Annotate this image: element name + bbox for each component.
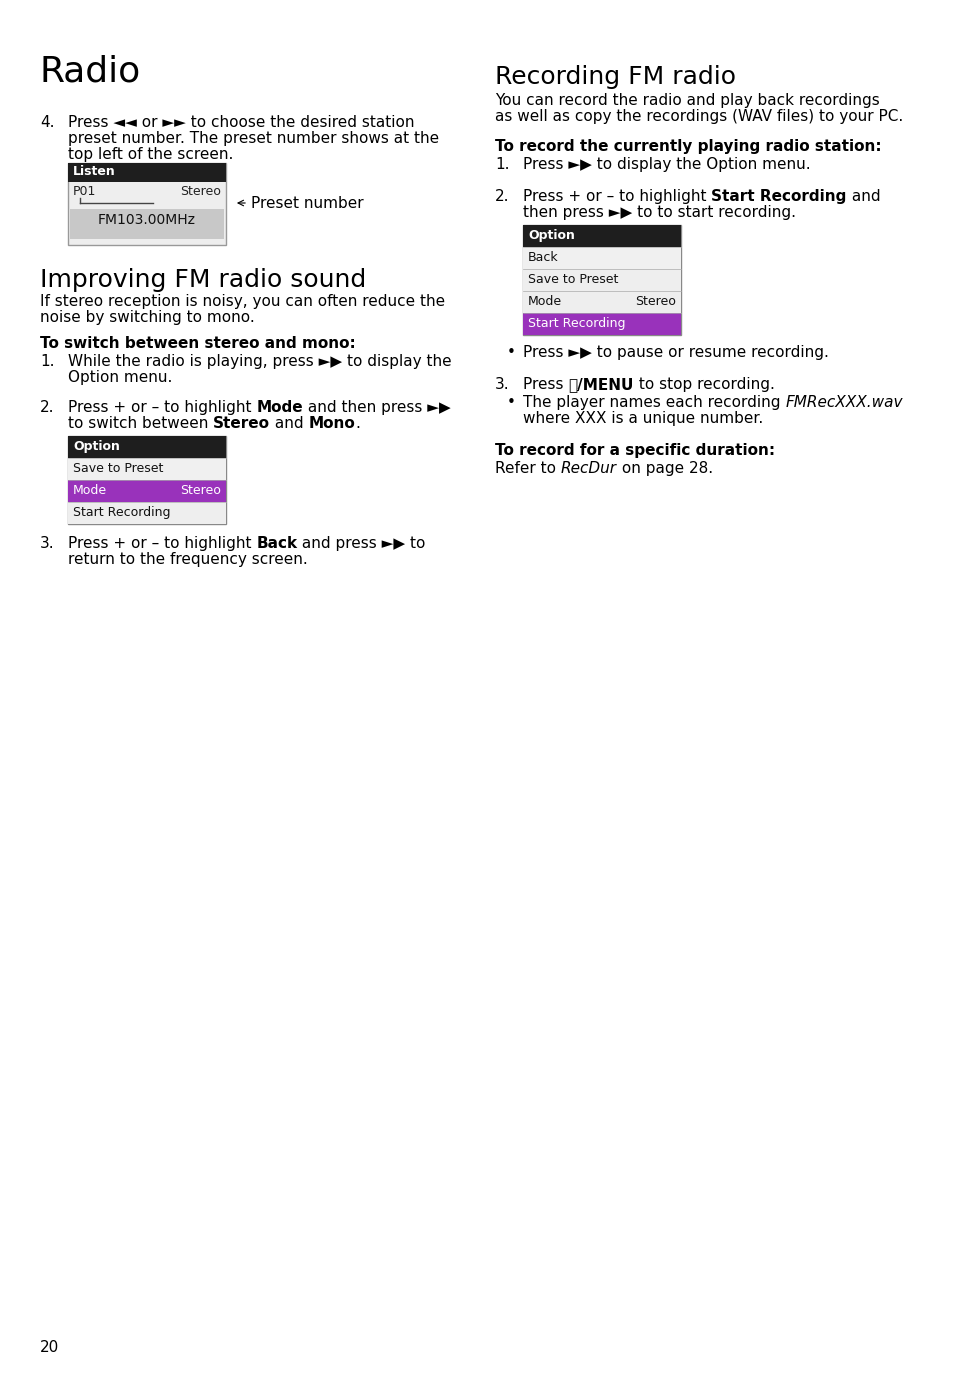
Text: Refer to: Refer to [495, 462, 560, 475]
Text: To record for a specific duration:: To record for a specific duration: [495, 442, 774, 458]
Text: You can record the radio and play back recordings: You can record the radio and play back r… [495, 93, 879, 109]
Text: While the radio is playing, press ►▶ to display the: While the radio is playing, press ►▶ to … [68, 354, 451, 370]
Text: Option: Option [527, 229, 575, 242]
Text: Radio: Radio [40, 55, 141, 89]
Text: Press ►▶ to display the Option menu.: Press ►▶ to display the Option menu. [522, 157, 810, 172]
Text: Option: Option [73, 440, 120, 453]
Text: Mono: Mono [309, 416, 355, 431]
Bar [68, 436, 226, 458]
Text: Press: Press [522, 376, 568, 392]
Bar [522, 225, 680, 335]
Text: and: and [846, 190, 880, 203]
Text: If stereo reception is noisy, you can often reduce the: If stereo reception is noisy, you can of… [40, 294, 445, 309]
Text: then press ►▶ to to start recording.: then press ►▶ to to start recording. [522, 205, 795, 220]
Text: Save to Preset: Save to Preset [73, 462, 163, 475]
Text: •: • [506, 394, 516, 409]
Text: Press ◄◄ or ►► to choose the desired station: Press ◄◄ or ►► to choose the desired sta… [68, 115, 414, 131]
Text: 2.: 2. [495, 190, 509, 203]
Text: The player names each recording: The player names each recording [522, 394, 784, 409]
Text: Back: Back [527, 251, 558, 264]
Text: 2.: 2. [40, 400, 54, 415]
Bar [522, 225, 680, 247]
Text: to switch between: to switch between [68, 416, 213, 431]
Text: Press + or – to highlight: Press + or – to highlight [68, 400, 256, 415]
Text: Stereo: Stereo [213, 416, 270, 431]
Text: 1.: 1. [40, 354, 54, 370]
Bar [68, 480, 226, 502]
Text: Save to Preset: Save to Preset [527, 273, 618, 286]
Text: noise by switching to mono.: noise by switching to mono. [40, 311, 254, 326]
Text: Preset number: Preset number [251, 195, 363, 210]
Text: and: and [270, 416, 309, 431]
Text: Start Recording: Start Recording [711, 190, 846, 203]
Bar [522, 291, 680, 313]
Bar [68, 502, 226, 523]
Text: preset number. The preset number shows at the: preset number. The preset number shows a… [68, 131, 438, 146]
Bar [522, 269, 680, 291]
Text: return to the frequency screen.: return to the frequency screen. [68, 552, 308, 567]
Text: Mode: Mode [256, 400, 303, 415]
Text: 20: 20 [40, 1340, 59, 1355]
Text: and press ►▶ to: and press ►▶ to [297, 536, 425, 551]
Bar [522, 313, 680, 335]
Text: Start Recording: Start Recording [527, 317, 625, 330]
Text: Stereo: Stereo [180, 484, 221, 497]
Text: FM103.00MHz: FM103.00MHz [98, 213, 195, 227]
Text: 1.: 1. [495, 157, 509, 172]
Text: Press + or – to highlight: Press + or – to highlight [522, 190, 711, 203]
Text: Mode: Mode [73, 484, 107, 497]
Text: 4.: 4. [40, 115, 54, 131]
Text: Mode: Mode [527, 295, 561, 308]
Text: to stop recording.: to stop recording. [633, 376, 774, 392]
Text: 3.: 3. [495, 376, 509, 392]
Text: Listen: Listen [73, 165, 115, 179]
Text: •: • [506, 345, 516, 360]
Text: where XXX is a unique number.: where XXX is a unique number. [522, 411, 762, 426]
Bar [522, 247, 680, 269]
Text: P01: P01 [73, 185, 96, 198]
Text: Start Recording: Start Recording [73, 506, 171, 519]
Text: Press + or – to highlight: Press + or – to highlight [68, 536, 256, 551]
Text: on page 28.: on page 28. [617, 462, 712, 475]
Text: RecDur: RecDur [560, 462, 617, 475]
Text: .: . [355, 416, 360, 431]
Text: Recording FM radio: Recording FM radio [495, 65, 735, 89]
Text: Press ►▶ to pause or resume recording.: Press ►▶ to pause or resume recording. [522, 345, 828, 360]
Bar [68, 436, 226, 523]
Text: Stereo: Stereo [635, 295, 676, 308]
Text: To record the currently playing radio station:: To record the currently playing radio st… [495, 139, 881, 154]
Bar [68, 164, 226, 181]
Bar [68, 458, 226, 480]
Text: ⏻/MENU: ⏻/MENU [568, 376, 633, 392]
Text: Stereo: Stereo [180, 185, 221, 198]
Text: 3.: 3. [40, 536, 54, 551]
Text: Back: Back [256, 536, 297, 551]
Text: FMRecXXX.wav: FMRecXXX.wav [784, 394, 902, 409]
Text: top left of the screen.: top left of the screen. [68, 147, 233, 162]
Text: and then press ►▶: and then press ►▶ [303, 400, 450, 415]
Text: Option menu.: Option menu. [68, 370, 172, 385]
Text: as well as copy the recordings (WAV files) to your PC.: as well as copy the recordings (WAV file… [495, 109, 902, 124]
Text: Improving FM radio sound: Improving FM radio sound [40, 268, 366, 293]
Bar [68, 164, 226, 245]
Bar [70, 209, 224, 239]
Text: To switch between stereo and mono:: To switch between stereo and mono: [40, 337, 355, 350]
